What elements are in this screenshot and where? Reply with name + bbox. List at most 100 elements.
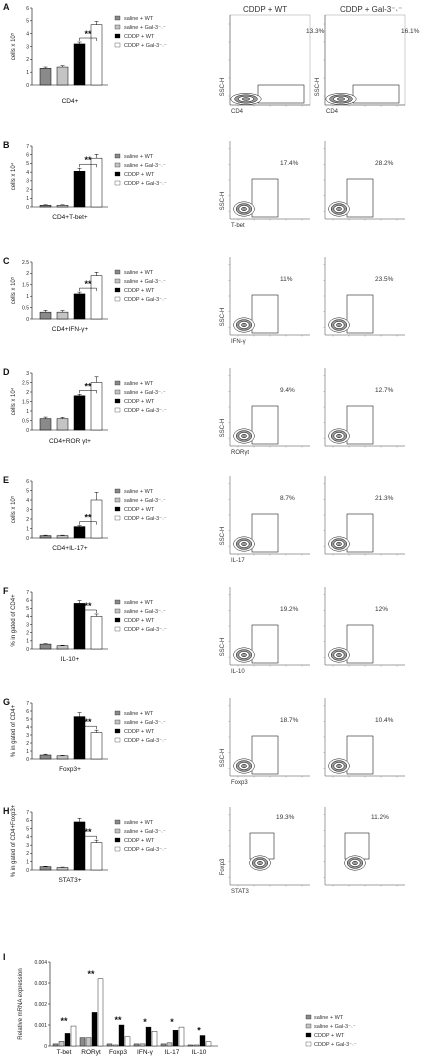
legend-swatch (114, 515, 121, 521)
significance-bracket (79, 163, 97, 168)
bar (73, 395, 86, 431)
flow-gate (251, 178, 279, 218)
flow-y-label: SSC-H (220, 78, 226, 97)
significance-mark: ** (84, 29, 92, 39)
bar (145, 1026, 152, 1047)
flow-contour (241, 433, 247, 439)
flow-plot-wt: 9.4% SSC-H RORγt (220, 368, 310, 456)
category-label: RORyt (81, 1049, 101, 1056)
legend-entry: CDDP + Gal-3⁻˴⁻ (124, 738, 167, 744)
bar (39, 535, 52, 539)
y-tick-label: 2 (26, 851, 29, 857)
gate-percent: 11% (280, 276, 293, 283)
flow-gate (257, 84, 305, 104)
bar (193, 1044, 200, 1047)
y-tick-label: 0.001 (34, 1023, 47, 1029)
bar (124, 1036, 131, 1047)
legend-entry: CDDP + WT (124, 507, 155, 513)
y-tick-label: 4 (26, 835, 29, 841)
flow-y-label: SSC-H (220, 308, 226, 327)
legend-entry: CDDP + Gal-3⁻˴⁻ (124, 43, 167, 49)
legend-swatch (114, 269, 121, 275)
legend-swatch (114, 506, 121, 512)
y-tick-label: 4 (26, 498, 29, 504)
y-tick-label: 1 (26, 409, 29, 415)
y-tick-label: 1 (26, 196, 29, 202)
y-tick-label: 0.004 (34, 960, 47, 966)
legend-swatch (114, 380, 121, 386)
significance-bracket (79, 725, 97, 730)
flow-gate (352, 84, 400, 104)
y-tick-label: 0 (44, 1044, 47, 1050)
flow-y-label: SSC-H (220, 749, 226, 768)
flow-frame (229, 14, 311, 106)
panel-label: C (3, 256, 10, 266)
bar (73, 821, 86, 871)
legend-swatch (114, 728, 121, 734)
significance-bracket (79, 521, 97, 525)
gate-percent: 10.4% (375, 717, 394, 724)
significance-mark: ** (84, 513, 92, 523)
bar (90, 842, 103, 871)
y-tick-label: 6 (26, 818, 29, 824)
legend-entry: CDDP + WT (124, 34, 155, 40)
bar (73, 526, 86, 539)
y-axis-label: cells x 10⁵ (10, 495, 17, 523)
bar (56, 755, 69, 760)
y-tick-label: 5 (26, 717, 29, 723)
y-tick-label: 2.5 (22, 260, 29, 266)
y-tick-label: 5 (26, 606, 29, 612)
y-axis-label: cells x 10⁴ (10, 387, 17, 415)
y-tick-label: 0.002 (34, 1002, 47, 1008)
gate-percent: 28.2% (375, 160, 394, 167)
legend-swatch (114, 278, 121, 284)
y-tick-label: 7 (26, 144, 29, 150)
flow-x-label: RORγt (231, 450, 249, 456)
y-tick-label: 0 (26, 428, 29, 434)
flow-x-label: Foxp3 (231, 780, 248, 786)
panel-label: F (3, 586, 9, 596)
bar (39, 311, 52, 320)
legend-swatch (305, 1032, 312, 1038)
significance-bracket (79, 609, 97, 613)
gate-percent: 16.1% (401, 28, 420, 35)
flow-y-label: SSC-H (220, 419, 226, 438)
legend-entry: CDDP + WT (314, 1033, 345, 1039)
gate-percent: 18.7% (280, 717, 299, 724)
gate-percent: 19.2% (280, 606, 299, 613)
significance-mark: ** (84, 279, 92, 289)
gate-percent: 12.7% (375, 387, 394, 394)
y-tick-label: 1 (26, 526, 29, 532)
legend-swatch (114, 617, 121, 623)
y-axis-label: % in gated of CD4+Foxp3+ (11, 804, 17, 877)
bar (199, 1035, 206, 1047)
flow-plot-wt: 19.2% SSC-H IL-10 (220, 587, 310, 675)
panel-i: I 0 0.001 0.002 0.003 0.004 Relative mRNA expr… (3, 952, 218, 1056)
y-tick-label: 3 (26, 733, 29, 739)
flow-y-label: SSC-H (220, 192, 226, 211)
flow-contour (336, 97, 346, 101)
flow-contour (241, 652, 247, 658)
flow-contour (241, 322, 247, 328)
flow-contour (336, 206, 342, 212)
significance-bracket (79, 287, 97, 292)
y-tick-label: 2 (26, 271, 29, 277)
bar (56, 645, 69, 650)
y-tick-label: 1.5 (22, 399, 29, 405)
x-axis-label: STAT3+ (58, 877, 81, 884)
legend-swatch (114, 837, 121, 843)
bar (90, 275, 103, 320)
y-tick-label: 1 (26, 749, 29, 755)
flow-gate (346, 624, 374, 664)
legend-entry: saline + WT (124, 711, 154, 717)
flow-plot-wt: 17.4% SSC-H T-bet (220, 141, 310, 229)
panel-b: B 0 1 2 3 4 5 6 7 cells x 10⁴ ** CD4+T-bet+ saline +… (3, 140, 405, 229)
bar (118, 1024, 125, 1047)
bar (106, 1043, 113, 1047)
flow-x-label: IFN-γ (231, 339, 246, 345)
y-tick-label: 3 (26, 843, 29, 849)
bar (39, 418, 52, 431)
y-tick-label: 0 (26, 205, 29, 211)
legend-swatch (114, 626, 121, 632)
legend-entry: saline + WT (124, 270, 154, 276)
